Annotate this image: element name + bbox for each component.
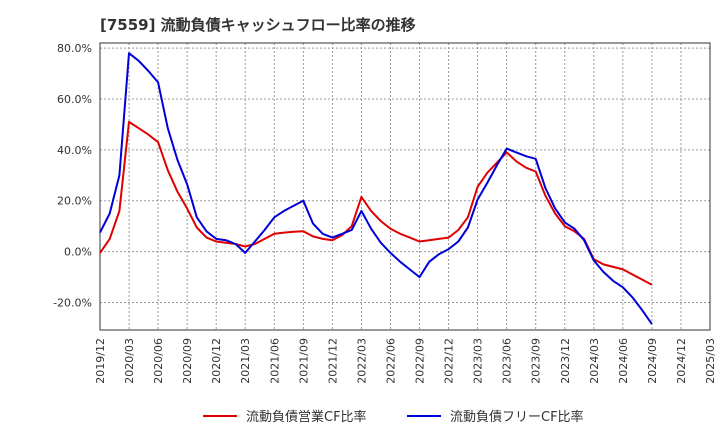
x-tick-label: 2022/06 bbox=[384, 338, 397, 384]
x-tick-label: 2021/09 bbox=[297, 338, 310, 384]
x-tick-label: 2023/06 bbox=[501, 338, 514, 384]
x-tick-label: 2020/03 bbox=[123, 338, 136, 384]
x-tick-label: 2024/12 bbox=[675, 338, 688, 384]
grid bbox=[99, 43, 711, 330]
series-lines bbox=[99, 52, 653, 325]
plot-frame bbox=[99, 42, 711, 331]
x-tick-label: 2020/09 bbox=[181, 338, 194, 384]
y-tick-label: 20.0% bbox=[57, 195, 92, 208]
x-tick-label: 2020/06 bbox=[152, 338, 165, 384]
legend-swatch-free bbox=[407, 414, 441, 417]
legend-swatch-operating bbox=[203, 414, 237, 417]
y-tick-label: 40.0% bbox=[57, 144, 92, 157]
legend-item-operating: 流動負債営業CF比率 bbox=[203, 406, 367, 425]
y-tick-label: -20.0% bbox=[53, 297, 92, 310]
y-tick-label: 80.0% bbox=[57, 42, 92, 55]
legend-label-operating: 流動負債営業CF比率 bbox=[246, 410, 367, 425]
legend-item-free: 流動負債フリーCF比率 bbox=[407, 406, 584, 425]
x-tick-label: 2024/09 bbox=[646, 338, 659, 384]
x-tick-label: 2021/12 bbox=[326, 338, 339, 384]
x-tick-label: 2024/03 bbox=[588, 338, 601, 384]
x-tick-label: 2023/09 bbox=[530, 338, 543, 384]
x-tick-label: 2022/09 bbox=[414, 338, 427, 384]
x-tick-label: 2021/06 bbox=[268, 338, 281, 384]
x-tick-label: 2019/12 bbox=[94, 338, 107, 384]
legend-label-free: 流動負債フリーCF比率 bbox=[450, 410, 584, 425]
x-tick-label: 2022/12 bbox=[443, 338, 456, 384]
legend: 流動負債営業CF比率 流動負債フリーCF比率 bbox=[0, 406, 720, 426]
axes bbox=[99, 42, 711, 331]
y-tick-label: 60.0% bbox=[57, 93, 92, 106]
series-line-operating-cf bbox=[99, 120, 653, 286]
y-tick-labels: -20.0% 0.0% 20.0% 40.0% 60.0% 80.0% bbox=[53, 42, 92, 309]
series-line-free-cf bbox=[99, 52, 653, 325]
x-tick-label: 2025/03 bbox=[704, 338, 717, 384]
y-tick-label: 0.0% bbox=[64, 246, 92, 259]
chart-title: [7559] 流動負債キャッシュフロー比率の推移 bbox=[100, 16, 416, 34]
x-tick-label: 2024/06 bbox=[617, 338, 630, 384]
x-tick-label: 2020/12 bbox=[210, 338, 223, 384]
x-tick-labels: 2019/12 2020/03 2020/06 2020/09 2020/12 2021/… bbox=[94, 338, 717, 384]
x-tick-label: 2023/03 bbox=[472, 338, 485, 384]
x-tick-label: 2022/03 bbox=[355, 338, 368, 384]
x-tick-label: 2021/03 bbox=[239, 338, 252, 384]
x-tick-label: 2023/12 bbox=[559, 338, 572, 384]
